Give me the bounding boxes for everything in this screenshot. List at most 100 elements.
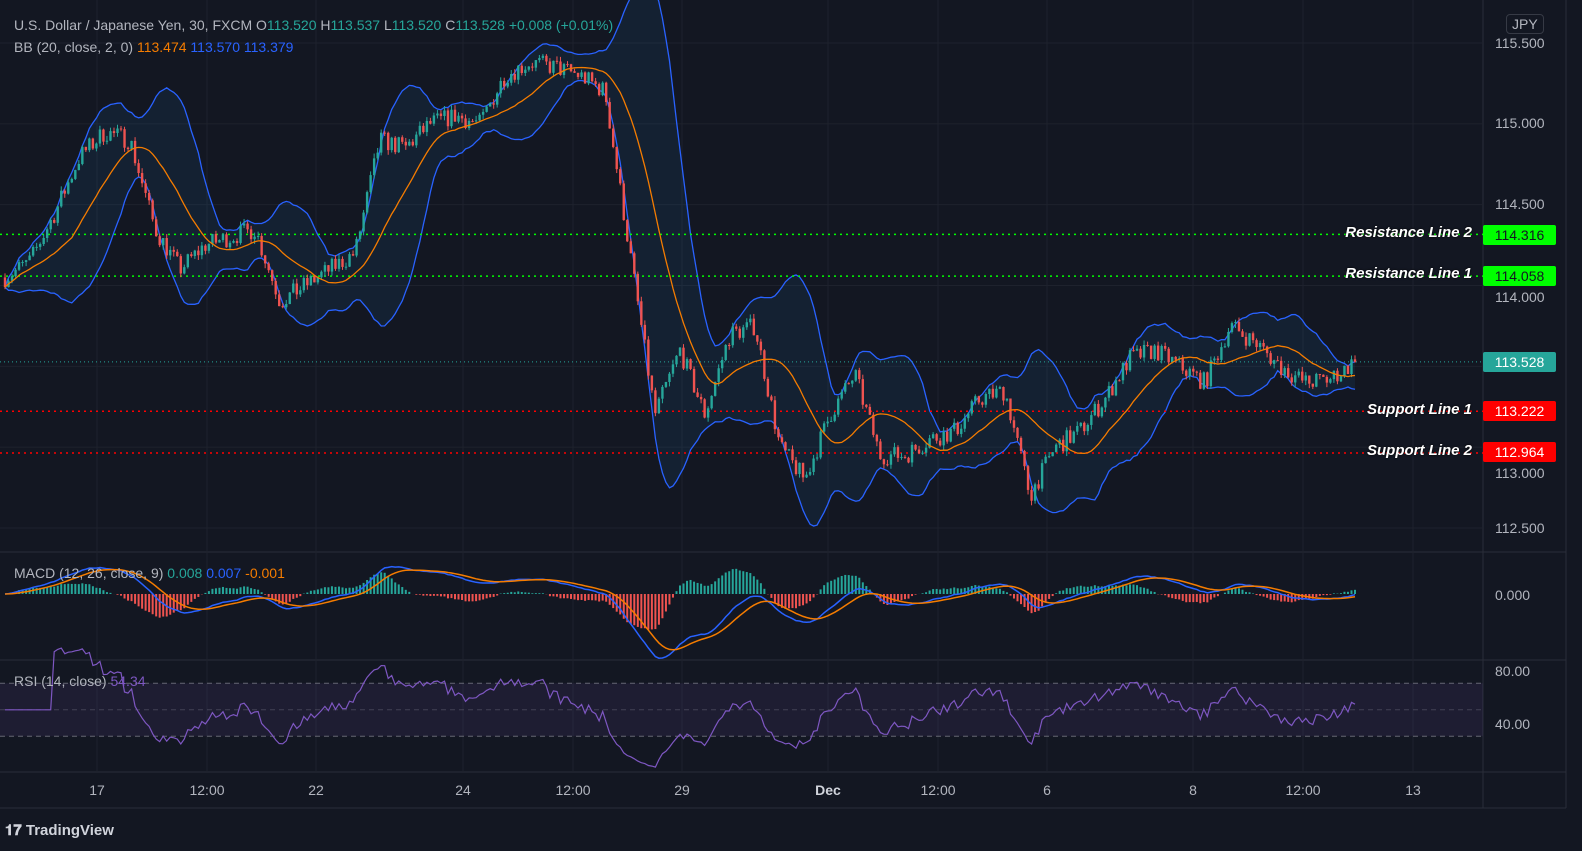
candle-body xyxy=(1202,372,1206,389)
candle-body xyxy=(1093,403,1097,416)
candle-body xyxy=(88,138,91,151)
candle-body xyxy=(1276,360,1279,362)
candle-body xyxy=(861,379,865,405)
candle-body xyxy=(471,120,474,122)
candle-body xyxy=(281,306,284,308)
candle-body xyxy=(460,115,464,119)
time-tick: 12:00 xyxy=(555,782,591,798)
candle-body xyxy=(745,322,748,328)
candle-body xyxy=(38,244,42,247)
candle-body xyxy=(819,431,822,458)
candle-body xyxy=(538,58,541,61)
candle-body xyxy=(844,383,847,392)
rsi-legend[interactable]: RSI (14, close) 54.34 xyxy=(14,673,146,689)
candle-body xyxy=(636,273,640,302)
candle-body xyxy=(742,327,745,338)
candle-body xyxy=(1104,397,1107,408)
candle-body xyxy=(172,249,175,252)
candle-body xyxy=(214,234,218,243)
candle-body xyxy=(576,72,580,77)
candle-body xyxy=(1213,358,1216,361)
candle-body xyxy=(851,380,854,384)
candle-body xyxy=(1258,343,1262,348)
candle-body xyxy=(242,223,246,226)
candle-body xyxy=(720,359,724,369)
candle-body xyxy=(1308,375,1311,384)
candle-body xyxy=(991,388,995,398)
candle-body xyxy=(1192,368,1195,372)
candle-body xyxy=(777,429,780,438)
resistance-1-price-tag: 114.058 xyxy=(1483,266,1556,286)
candle-body xyxy=(935,434,938,441)
candle-body xyxy=(1350,359,1353,375)
bb-basis-value: 113.474 xyxy=(136,39,187,55)
candle-body xyxy=(840,391,843,399)
tradingview-logo[interactable]: 𝟏𝟕 TradingView xyxy=(5,822,114,839)
candle-body xyxy=(1065,430,1068,452)
candle-body xyxy=(383,132,386,134)
candle-body xyxy=(1237,321,1241,332)
candle-body xyxy=(1132,350,1135,352)
candle-body xyxy=(766,378,770,397)
candle-body xyxy=(1311,383,1315,387)
candle-body xyxy=(1156,345,1160,361)
candle-body xyxy=(801,462,805,478)
candle-body xyxy=(81,146,84,164)
candle-body xyxy=(1135,348,1139,351)
candle-body xyxy=(186,254,190,268)
candle-body xyxy=(513,73,516,80)
candle-body xyxy=(872,414,875,435)
candle-body xyxy=(583,72,587,84)
candle-body xyxy=(1346,365,1350,375)
low-label: L xyxy=(383,17,392,33)
candle-body xyxy=(1279,360,1283,375)
candle-body xyxy=(1023,450,1026,467)
candle-body xyxy=(615,146,618,170)
candle-body xyxy=(1304,375,1307,381)
candle-body xyxy=(443,110,446,117)
candle-body xyxy=(232,240,235,243)
candle-body xyxy=(147,192,151,201)
candle-body xyxy=(833,414,836,421)
candle-body xyxy=(112,131,116,134)
time-tick: 12:00 xyxy=(189,782,225,798)
candle-body xyxy=(218,239,221,243)
resistance-2-price-tag: 114.316 xyxy=(1483,225,1556,245)
candle-body xyxy=(988,388,991,395)
macd-legend[interactable]: MACD (12, 26, close, 9) 0.008 0.007 -0.0… xyxy=(14,565,285,581)
candle-body xyxy=(749,318,752,323)
candle-body xyxy=(692,368,696,393)
price-tick: 113.000 xyxy=(1495,465,1545,481)
candle-body xyxy=(123,129,126,148)
candle-body xyxy=(503,80,506,87)
bb-legend[interactable]: BB (20, close, 2, 0) 113.474 113.570 113… xyxy=(14,39,293,55)
candle-body xyxy=(53,219,56,223)
candle-body xyxy=(517,65,520,80)
candle-body xyxy=(474,120,478,122)
candle-body xyxy=(1128,350,1132,371)
candle-body xyxy=(956,422,959,434)
candle-body xyxy=(302,278,306,291)
candle-body xyxy=(900,456,903,458)
candle-body xyxy=(1051,452,1054,457)
currency-button[interactable]: JPY xyxy=(1506,14,1544,34)
price-tick: 112.500 xyxy=(1495,520,1545,536)
candle-body xyxy=(770,396,773,401)
candle-body xyxy=(365,192,369,213)
candle-body xyxy=(1244,336,1248,346)
candle-body xyxy=(808,471,812,475)
candle-body xyxy=(31,246,35,256)
candle-body xyxy=(798,462,801,475)
candle-body xyxy=(1230,323,1234,332)
candle-body xyxy=(696,392,699,397)
candle-body xyxy=(200,245,204,256)
candle-body xyxy=(1069,430,1072,443)
candle-body xyxy=(1167,348,1170,363)
candle-body xyxy=(1100,407,1104,417)
candle-body xyxy=(1121,363,1125,381)
candle-body xyxy=(140,173,144,184)
candle-body xyxy=(910,444,914,463)
candle-body xyxy=(119,128,123,130)
candle-body xyxy=(654,390,657,414)
